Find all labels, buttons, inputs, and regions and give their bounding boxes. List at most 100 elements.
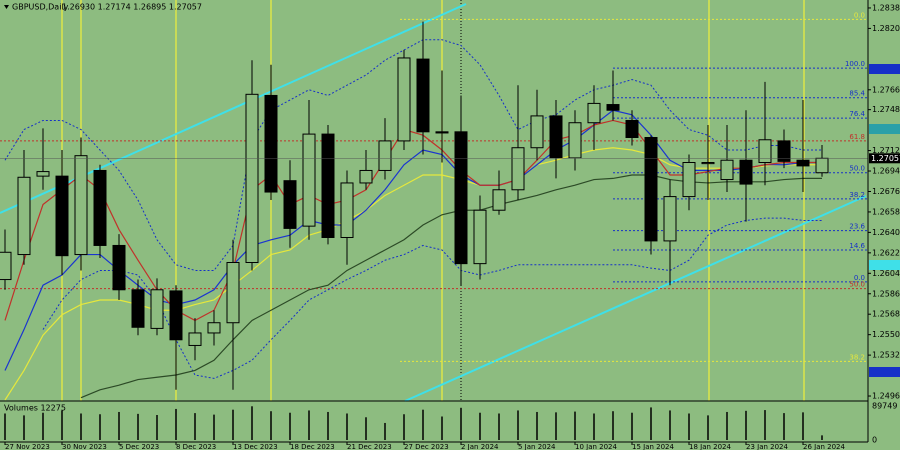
candle-body xyxy=(359,169,373,184)
x-tick-label: 21 Dec 2023 xyxy=(347,443,392,450)
candle-body xyxy=(302,133,316,227)
x-tick-label: 26 Jan 2024 xyxy=(803,443,846,450)
candle-body xyxy=(739,159,753,185)
x-tick-label: 27 Dec 2023 xyxy=(404,443,449,450)
candle-body xyxy=(549,115,563,159)
fib-label: 14.6 xyxy=(849,242,865,250)
y-tick-label: 1.26405 xyxy=(872,228,900,237)
x-tick-label: 13 Dec 2023 xyxy=(233,443,278,450)
candle-body xyxy=(663,196,677,242)
y-tick-label: 1.26945 xyxy=(872,167,900,176)
indicator-line xyxy=(80,174,822,399)
candle-body xyxy=(131,289,145,328)
candle-body xyxy=(606,104,620,111)
y-tick-label: 1.24965 xyxy=(872,392,900,401)
candle-body xyxy=(93,169,107,246)
last-price-box xyxy=(869,153,900,164)
fib-label: 38.2 xyxy=(849,353,865,361)
y-tick-label: 1.26585 xyxy=(872,207,900,216)
fib-label: 23.6 xyxy=(849,223,865,231)
candle-body xyxy=(511,147,525,191)
x-tick-label: 23 Jan 2024 xyxy=(746,443,789,450)
axis-marker xyxy=(869,367,900,377)
candle-body xyxy=(454,131,468,265)
fib-label: 100.0 xyxy=(845,60,865,68)
header-icon xyxy=(4,5,9,9)
candle-body xyxy=(226,262,240,324)
volume-title: Volumes 12275 xyxy=(4,404,66,413)
y-tick-label: 1.25505 xyxy=(872,330,900,339)
fib-label: 50.0 xyxy=(849,165,865,173)
candle-body xyxy=(758,139,772,163)
candle-body xyxy=(777,140,791,162)
candle-body xyxy=(245,93,259,264)
x-tick-label: 15 Jan 2024 xyxy=(632,443,675,450)
candle-body xyxy=(796,159,810,167)
candle-body xyxy=(150,289,164,329)
fib-label: 61.8 xyxy=(849,133,865,141)
candle-body xyxy=(264,94,278,193)
candle-body xyxy=(0,251,12,281)
y-tick-label: 1.27485 xyxy=(872,105,900,114)
candle-body xyxy=(492,189,506,211)
x-tick-label: 18 Dec 2023 xyxy=(290,443,335,450)
y-tick-label: 1.28380 xyxy=(872,3,900,12)
candle-body xyxy=(36,171,50,177)
candle-body xyxy=(207,322,221,334)
ohlc-text: 1.26930 1.27174 1.26895 1.27057 xyxy=(62,3,202,12)
fib-label: 38.2 xyxy=(849,191,865,199)
fib-label: 85.4 xyxy=(849,90,865,98)
fib-label: 50.0 xyxy=(849,281,865,289)
candle-body xyxy=(568,122,582,159)
trend-line xyxy=(404,195,867,402)
y-tick-label: 1.26225 xyxy=(872,248,900,257)
axis-marker xyxy=(869,124,900,134)
candle-body xyxy=(473,209,487,265)
candle-body xyxy=(17,176,31,256)
candle-body xyxy=(720,159,734,181)
candle-body xyxy=(378,140,392,171)
candle-body xyxy=(416,58,430,133)
symbol-title: GBPUSD,Daily xyxy=(12,3,69,12)
candle-body xyxy=(321,133,335,238)
volume-tick-label: 0 xyxy=(872,436,877,445)
x-tick-label: 5 Dec 2023 xyxy=(119,443,159,450)
candle-body xyxy=(188,332,202,346)
candle-body xyxy=(283,180,297,229)
candle-body xyxy=(701,162,715,165)
x-tick-label: 10 Jan 2024 xyxy=(575,443,618,450)
y-tick-label: 1.26045 xyxy=(872,269,900,278)
candle-body xyxy=(340,182,354,238)
last-price-label: 1.27057 xyxy=(871,154,900,163)
candle-body xyxy=(625,119,639,138)
y-tick-label: 1.28200 xyxy=(872,24,900,33)
candle-body xyxy=(644,137,658,242)
candle-body xyxy=(815,157,829,174)
fib-label: 0.0 xyxy=(854,274,865,282)
x-tick-label: 2 Jan 2024 xyxy=(461,443,499,450)
y-tick-label: 1.27125 xyxy=(872,146,900,155)
candle-body xyxy=(435,131,449,134)
axis-marker xyxy=(869,260,900,270)
y-tick-label: 1.27660 xyxy=(872,85,900,94)
x-tick-label: 8 Dec 2023 xyxy=(176,443,216,450)
y-tick-label: 1.26765 xyxy=(872,187,900,196)
plot-area xyxy=(0,18,868,401)
candle-body xyxy=(112,244,126,291)
candle-body xyxy=(169,290,183,341)
candle-body xyxy=(74,155,88,256)
y-tick-label: 1.25865 xyxy=(872,289,900,298)
x-tick-label: 30 Nov 2023 xyxy=(62,443,107,450)
y-tick-label: 1.25685 xyxy=(872,310,900,319)
candle-body xyxy=(530,115,544,149)
candle-body xyxy=(682,162,696,198)
x-tick-label: 18 Jan 2024 xyxy=(689,443,732,450)
candle-body xyxy=(587,102,601,124)
x-tick-label: 5 Jan 2024 xyxy=(518,443,556,450)
fib-label: 0.0 xyxy=(854,11,865,19)
candle-body xyxy=(397,57,411,142)
candle-body xyxy=(55,175,69,257)
